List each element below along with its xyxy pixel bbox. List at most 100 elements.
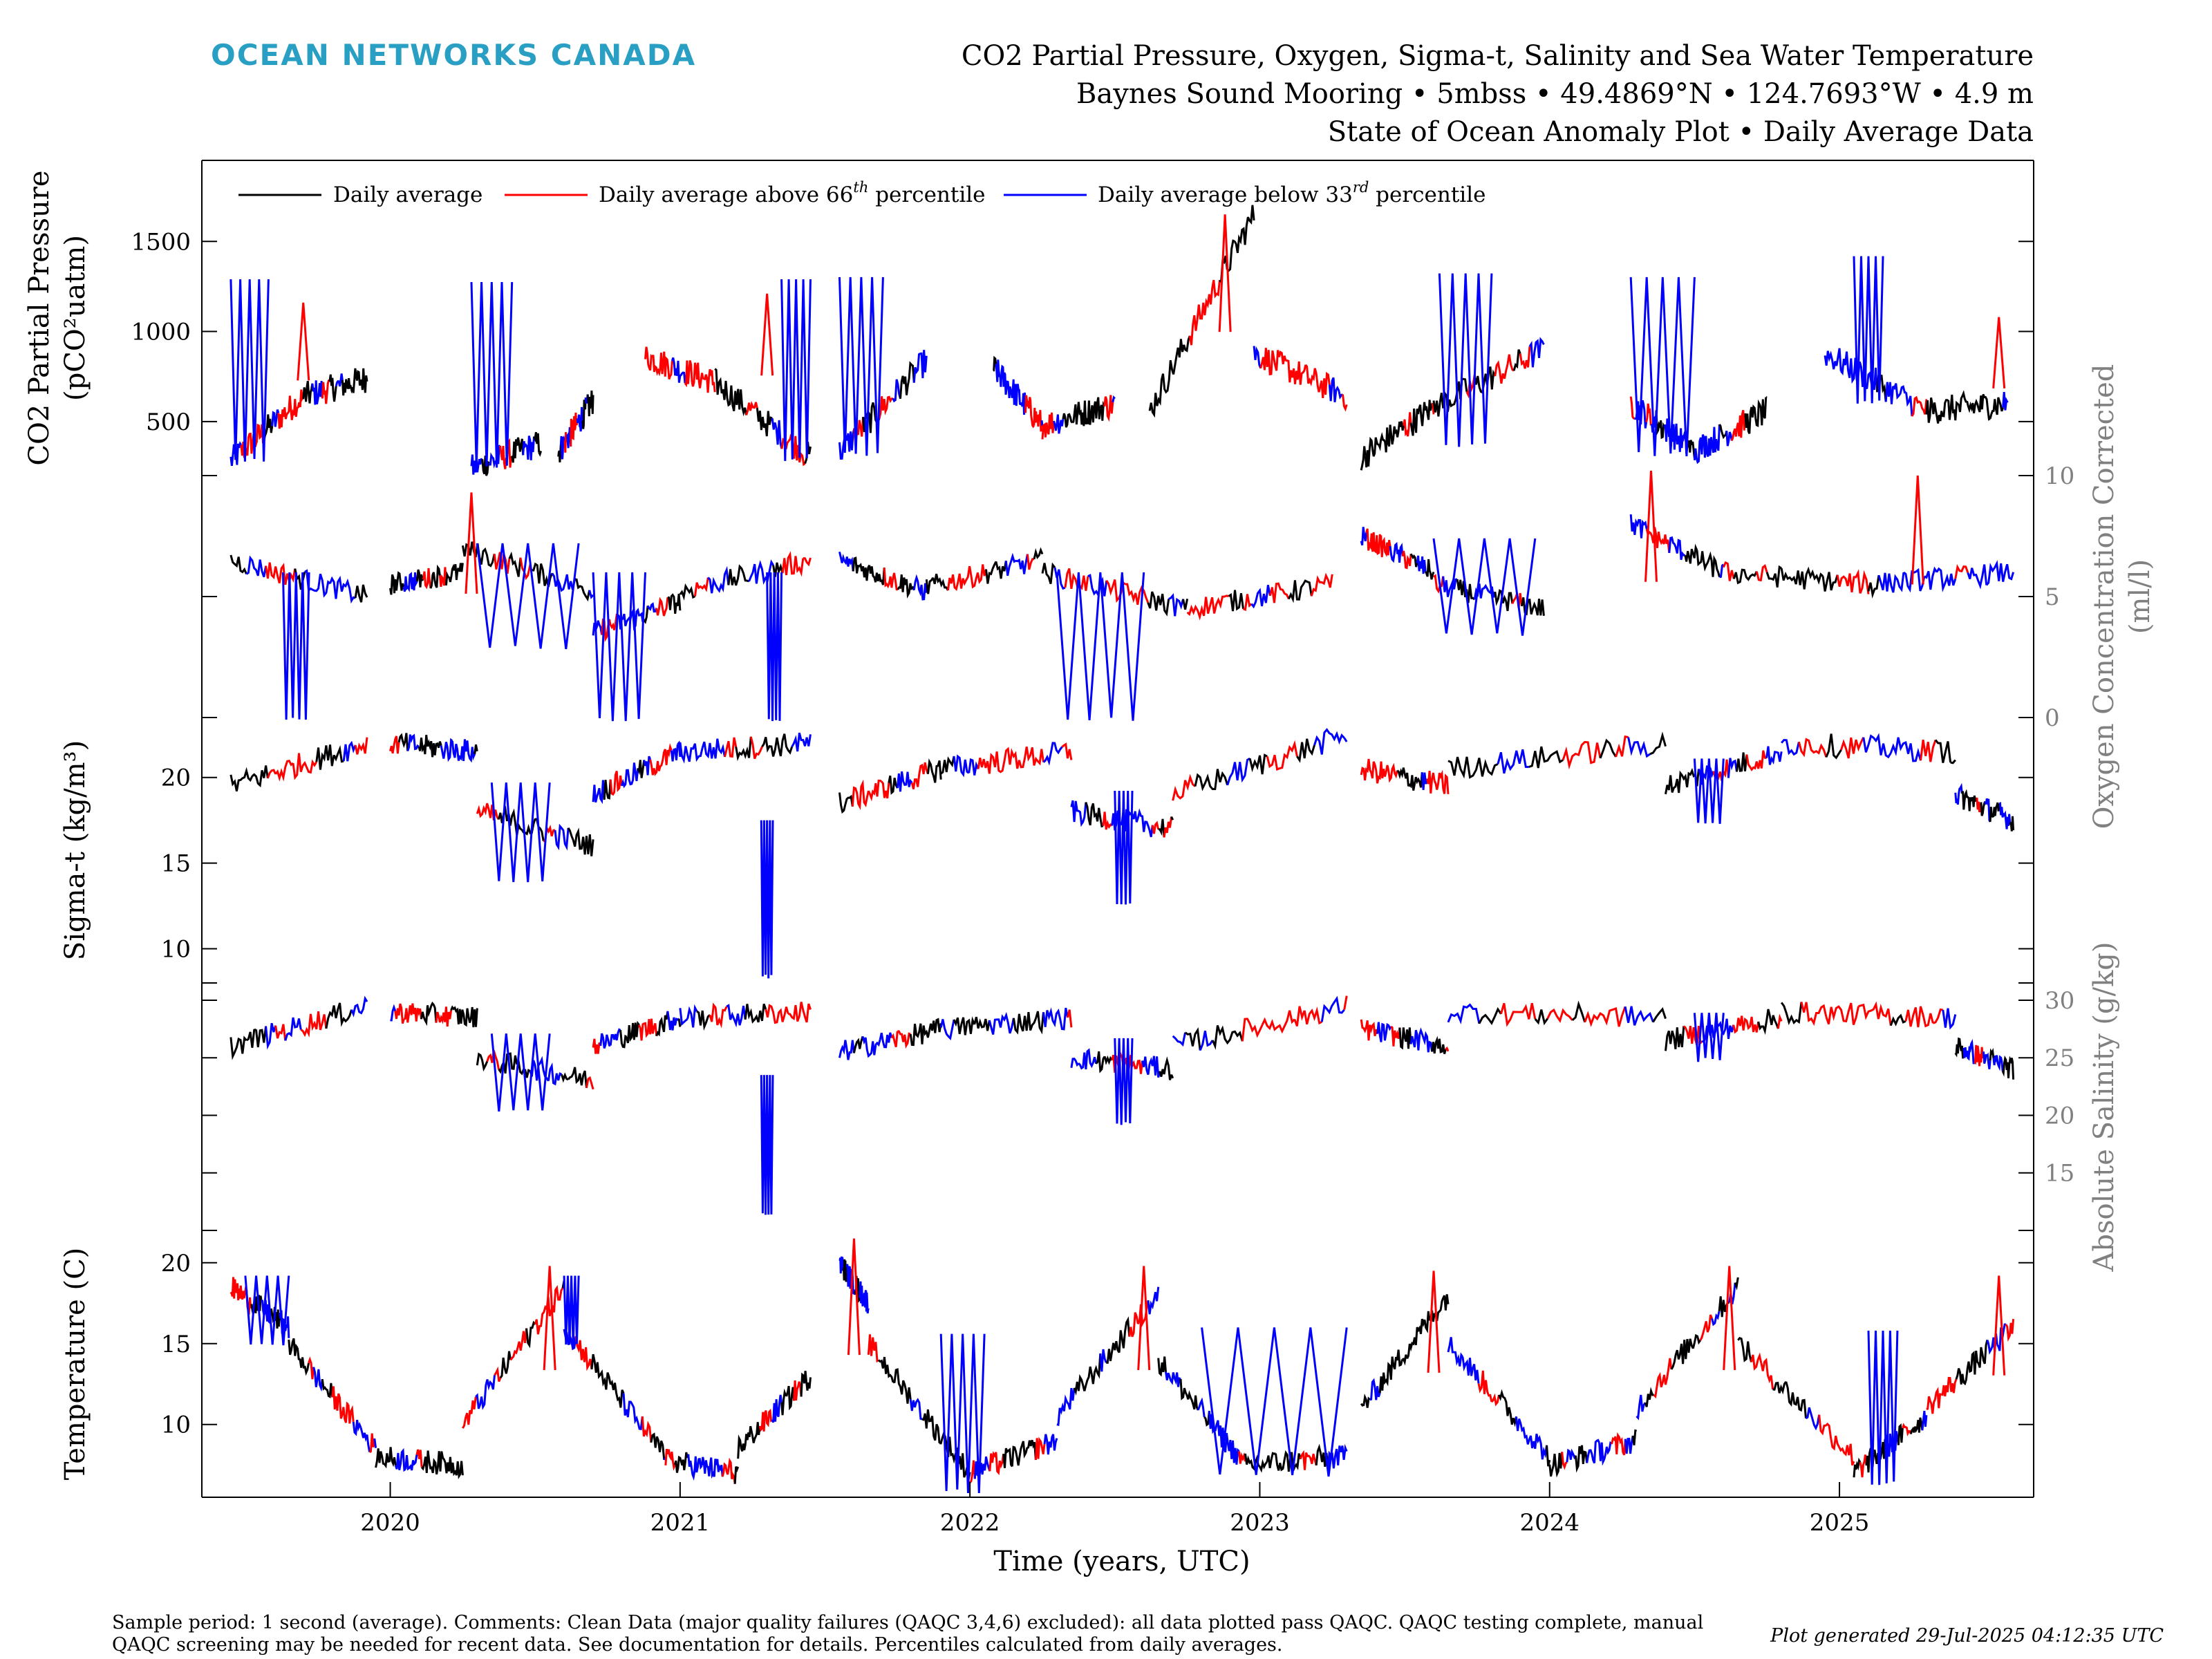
legend-below-suffix: percentile: [1369, 182, 1485, 207]
series-line: [451, 740, 465, 762]
series-line: [1571, 1000, 1586, 1023]
series-line: [1727, 758, 1738, 778]
series-line: [1631, 1429, 1638, 1445]
series-line: [563, 432, 568, 453]
series-line: [1825, 1002, 1860, 1025]
series-line: [347, 1405, 355, 1424]
series-line: [985, 561, 997, 584]
series-line: [1884, 382, 1895, 404]
series-line: [1442, 576, 1458, 597]
series-line: [852, 556, 870, 581]
series-line: [1955, 1368, 1969, 1386]
generated-timestamp: Plot generated 29-Jul-2025 04:12:35 UTC: [1770, 1625, 2164, 1647]
series-line: [350, 995, 368, 1018]
series-line: [275, 1309, 281, 1329]
series-line: [724, 737, 738, 758]
series-line: [390, 1004, 397, 1022]
series-line: [892, 1368, 912, 1404]
series-line: [300, 1011, 328, 1038]
series-line: [969, 1460, 976, 1483]
y-axis-label: Sigma-t (kg/m³): [59, 740, 91, 960]
series-line: [666, 1011, 680, 1031]
series-line: [1199, 1031, 1214, 1051]
series-line: [1954, 564, 1969, 579]
series-line: [1238, 1451, 1246, 1464]
series-line: [1494, 589, 1508, 606]
series-line: [403, 1008, 410, 1023]
series-line: [1730, 427, 1738, 441]
y-tick-label: 20: [161, 1250, 191, 1277]
series-line: [1575, 1445, 1588, 1473]
y-tick-label: 1500: [131, 228, 191, 256]
series-line: [1512, 349, 1521, 371]
series-line: [1725, 431, 1733, 447]
series-line: [1390, 1025, 1401, 1047]
series-line: [1836, 569, 1862, 594]
x-tick-label: 2023: [1230, 1509, 1290, 1537]
series-line: [1996, 397, 2005, 415]
series-line: [476, 1052, 489, 1072]
series-line: [1515, 1416, 1530, 1445]
series-line: [1211, 1024, 1244, 1050]
below-dip: [766, 572, 783, 722]
series-line: [1785, 1381, 1807, 1419]
series-line: [1247, 205, 1255, 225]
series-line: [973, 1016, 991, 1031]
series-line: [1772, 1380, 1787, 1395]
y-axis-label: (ml/l): [2124, 559, 2156, 634]
series-line: [1599, 738, 1617, 759]
panel-co2: 500 1000 1500 CO2 Partial Pressure (pCO²uatm…: [24, 160, 2034, 476]
series-line: [1934, 739, 1952, 763]
series-line: [619, 1030, 628, 1049]
series-line: [462, 1396, 477, 1429]
y-axis-label: (pCO²uatm): [59, 235, 91, 401]
series-line: [522, 435, 535, 460]
series-line: [1670, 1339, 1689, 1370]
series-line: [620, 762, 639, 789]
series-line: [1103, 395, 1114, 422]
series-line: [1083, 400, 1098, 425]
series-line: [359, 1427, 371, 1452]
series-line: [498, 1059, 507, 1074]
series-line: [651, 351, 666, 377]
series-line: [460, 1006, 478, 1028]
series-line: [1750, 1352, 1763, 1371]
series-line: [1343, 995, 1348, 1011]
series-line: [1172, 774, 1196, 801]
series-line: [677, 1018, 682, 1027]
x-tick-label: 2022: [940, 1509, 1000, 1537]
series-line: [1159, 1056, 1173, 1080]
series-line: [1505, 592, 1514, 612]
series-line: [1443, 774, 1450, 794]
series-line: [547, 1062, 563, 1086]
series-line: [917, 762, 929, 787]
series-line: [1396, 1349, 1403, 1367]
series-line: [1980, 800, 1987, 816]
series-line: [260, 1300, 272, 1325]
series-line: [693, 577, 709, 597]
series-line: [921, 1409, 941, 1443]
series-line: [1546, 1445, 1551, 1467]
series-line: [609, 1028, 621, 1046]
series-line: [861, 1035, 881, 1058]
series-line: [290, 399, 297, 420]
series-line: [321, 379, 330, 404]
series-line: [670, 744, 679, 762]
panel-oxygen: 0 5 10 Oxygen Concentration Corrected (ml/l): [201, 364, 2156, 829]
series-line: [714, 1459, 724, 1477]
series-line: [655, 1011, 669, 1037]
series-line: [1985, 560, 2000, 586]
series-line: [897, 1030, 911, 1049]
series-line: [335, 373, 344, 387]
series-line: [1800, 1002, 1828, 1027]
series-line: [1506, 1407, 1517, 1427]
below-dip: [939, 1333, 986, 1494]
series-line: [696, 1010, 711, 1031]
series-line: [1125, 583, 1150, 605]
series-line: [444, 563, 460, 585]
series-line: [1649, 731, 1667, 756]
y-tick-label: 15: [161, 1331, 191, 1358]
series-line: [1897, 1423, 1904, 1445]
series-line: [1892, 383, 1906, 400]
series-line: [883, 568, 899, 591]
